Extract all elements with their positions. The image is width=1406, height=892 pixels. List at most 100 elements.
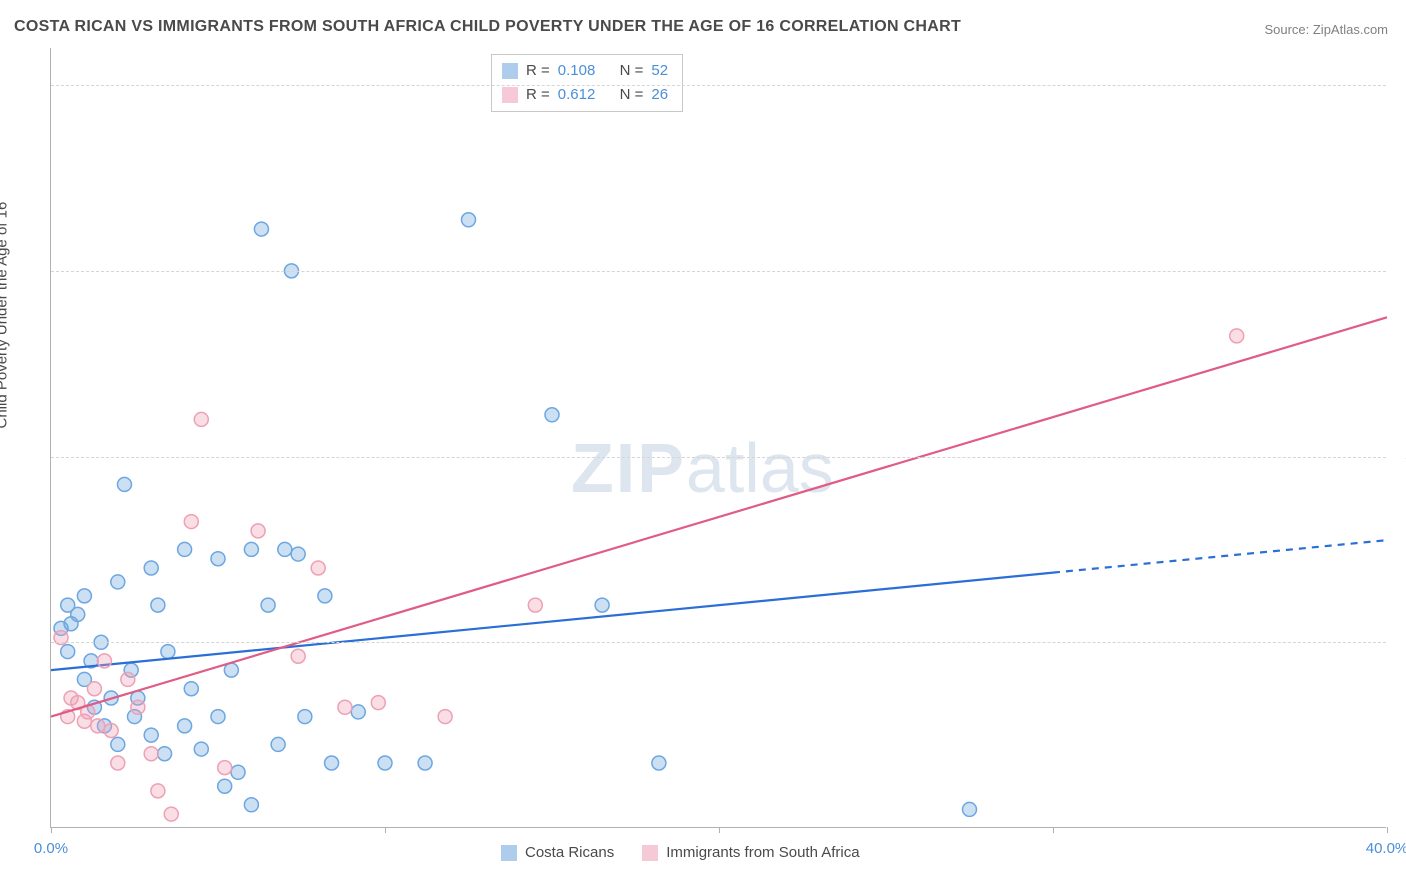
data-point <box>111 737 125 751</box>
data-point <box>211 552 225 566</box>
data-point <box>117 477 131 491</box>
data-point <box>271 737 285 751</box>
data-point <box>291 649 305 663</box>
r-prefix: R = <box>526 59 550 83</box>
x-tick-mark <box>719 827 720 833</box>
y-tick-label: 60.0% <box>1390 262 1406 279</box>
data-point <box>1230 329 1244 343</box>
gridline <box>51 85 1386 86</box>
data-point <box>311 561 325 575</box>
data-point <box>371 696 385 710</box>
data-point <box>111 575 125 589</box>
chart-title: COSTA RICAN VS IMMIGRANTS FROM SOUTH AFR… <box>14 18 961 36</box>
data-point <box>158 747 172 761</box>
data-point <box>438 710 452 724</box>
correlation-chart: COSTA RICAN VS IMMIGRANTS FROM SOUTH AFR… <box>0 0 1406 892</box>
data-point <box>378 756 392 770</box>
legend-item: Immigrants from South Africa <box>642 844 859 861</box>
swatch-icon <box>642 845 658 861</box>
x-tick-mark <box>1387 827 1388 833</box>
data-point <box>251 524 265 538</box>
x-tick-mark <box>385 827 386 833</box>
plot-svg <box>51 48 1386 827</box>
data-point <box>318 589 332 603</box>
data-point <box>71 607 85 621</box>
r-value: 0.612 <box>558 83 596 107</box>
data-point <box>178 542 192 556</box>
data-point <box>462 213 476 227</box>
swatch-icon <box>502 63 518 79</box>
legend-label: Costa Ricans <box>525 844 614 861</box>
data-point <box>194 742 208 756</box>
r-value: 0.108 <box>558 59 596 83</box>
swatch-icon <box>502 87 518 103</box>
y-axis-label: Child Poverty Under the Age of 16 <box>0 202 11 429</box>
stats-row: R = 0.612 N = 26 <box>502 83 668 107</box>
n-prefix: N = <box>620 83 644 107</box>
data-point <box>244 542 258 556</box>
data-point <box>184 515 198 529</box>
data-point <box>91 719 105 733</box>
data-point <box>151 598 165 612</box>
plot-area: ZIPatlas R = 0.108 N = 52 R = 0.612 N = … <box>50 48 1386 828</box>
r-prefix: R = <box>526 83 550 107</box>
data-point <box>218 761 232 775</box>
data-point <box>164 807 178 821</box>
data-point <box>184 682 198 696</box>
gridline <box>51 457 1386 458</box>
data-point <box>291 547 305 561</box>
data-point <box>144 747 158 761</box>
data-point <box>231 765 245 779</box>
data-point <box>218 779 232 793</box>
x-tick-label: 0.0% <box>34 840 68 857</box>
data-point <box>97 654 111 668</box>
x-tick-mark <box>51 827 52 833</box>
regression-line <box>51 573 1053 671</box>
data-point <box>194 412 208 426</box>
data-point <box>545 408 559 422</box>
data-point <box>298 710 312 724</box>
x-tick-mark <box>1053 827 1054 833</box>
data-point <box>61 645 75 659</box>
data-point <box>161 645 175 659</box>
stats-row: R = 0.108 N = 52 <box>502 59 668 83</box>
gridline <box>51 271 1386 272</box>
n-value: 52 <box>651 59 668 83</box>
data-point <box>278 542 292 556</box>
data-point <box>325 756 339 770</box>
data-point <box>418 756 432 770</box>
data-point <box>261 598 275 612</box>
regression-line <box>51 317 1387 716</box>
data-point <box>87 682 101 696</box>
data-point <box>178 719 192 733</box>
legend-item: Costa Ricans <box>501 844 614 861</box>
data-point <box>528 598 542 612</box>
data-point <box>211 710 225 724</box>
data-point <box>144 561 158 575</box>
data-point <box>151 784 165 798</box>
n-prefix: N = <box>620 59 644 83</box>
data-point <box>77 589 91 603</box>
source-attribution: Source: ZipAtlas.com <box>1264 22 1388 37</box>
data-point <box>963 802 977 816</box>
data-point <box>338 700 352 714</box>
data-point <box>244 798 258 812</box>
y-tick-label: 40.0% <box>1390 448 1406 465</box>
legend-label: Immigrants from South Africa <box>666 844 859 861</box>
n-value: 26 <box>651 83 668 107</box>
data-point <box>351 705 365 719</box>
stats-legend: R = 0.108 N = 52 R = 0.612 N = 26 <box>491 54 683 112</box>
data-point <box>254 222 268 236</box>
data-point <box>595 598 609 612</box>
y-tick-label: 20.0% <box>1390 634 1406 651</box>
y-tick-label: 80.0% <box>1390 77 1406 94</box>
data-point <box>652 756 666 770</box>
data-point <box>121 672 135 686</box>
series-legend: Costa Ricans Immigrants from South Afric… <box>501 844 860 861</box>
data-point <box>111 756 125 770</box>
x-tick-label: 40.0% <box>1366 840 1406 857</box>
data-point <box>144 728 158 742</box>
gridline <box>51 642 1386 643</box>
data-point <box>104 724 118 738</box>
regression-line-extrapolated <box>1053 540 1387 573</box>
